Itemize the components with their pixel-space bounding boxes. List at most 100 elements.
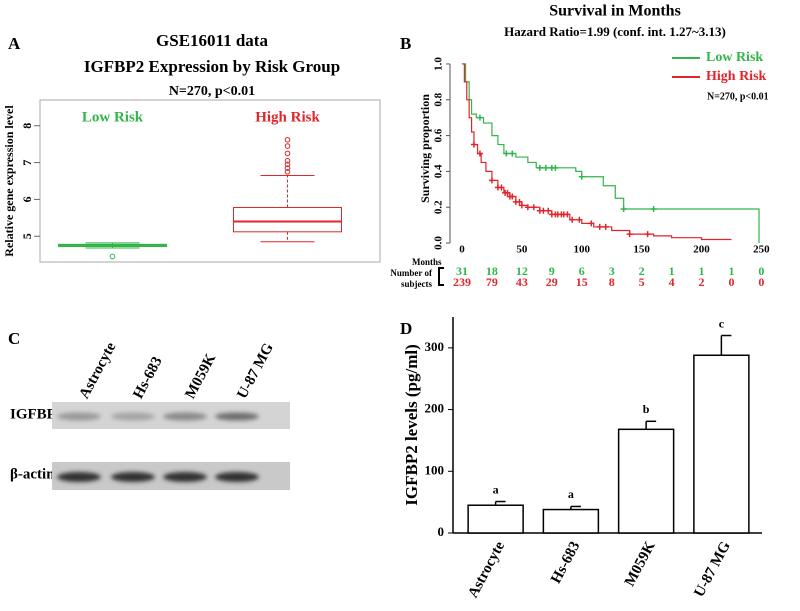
- x-tick-label: Astrocyte: [465, 539, 508, 601]
- blot-band: [163, 412, 207, 421]
- censor-mark: [578, 173, 585, 180]
- at-risk-count: 43: [516, 275, 528, 289]
- chart-subtitle: Hazard Ratio=1.99 (conf. int. 1.27~3.13): [504, 24, 726, 39]
- panel-label: B: [400, 34, 411, 53]
- censor-mark: [650, 206, 657, 213]
- censor-mark: [588, 220, 595, 227]
- y-tick-label: 300: [425, 339, 445, 354]
- at-risk-count: 31: [456, 264, 468, 278]
- at-risk-count: 5: [639, 275, 645, 289]
- annotation: N=270, p<0.01: [707, 91, 769, 102]
- censor-mark: [504, 189, 511, 196]
- row-label: IGFBP2: [10, 406, 63, 422]
- censor-mark: [498, 184, 505, 191]
- row-label: β-actin: [10, 466, 55, 482]
- censor-mark: [564, 211, 571, 218]
- y-tick-label: 7: [20, 160, 34, 166]
- risk-bracket: [438, 267, 444, 286]
- outlier: [109, 253, 116, 260]
- y-axis-label: Surviving proportion: [418, 94, 432, 203]
- plot-frame: [39, 99, 381, 263]
- y-tick-label: 0.2: [433, 200, 445, 214]
- at-risk-count: 6: [579, 264, 585, 278]
- censor-mark: [552, 164, 559, 171]
- panel-label: D: [400, 319, 412, 338]
- at-risk-count: 1: [699, 264, 705, 278]
- annotation: N=270, p<0.01: [169, 84, 255, 99]
- x-axis-label: Months: [412, 257, 442, 267]
- blot-band: [111, 472, 155, 482]
- y-tick-label: 6: [20, 196, 34, 202]
- y-tick-label: 1.0: [433, 57, 445, 71]
- at-risk-count: 29: [546, 275, 558, 289]
- bar: [542, 508, 600, 534]
- box: [233, 207, 342, 233]
- at-risk-count: 79: [486, 275, 498, 289]
- x-tick-label: 100: [574, 244, 591, 256]
- chart-subtitle: IGFBP2 Expression by Risk Group: [84, 57, 340, 76]
- outlier: [284, 136, 291, 143]
- censor-mark: [530, 204, 537, 211]
- y-tick-label: 100: [425, 462, 445, 477]
- legend-label: High Risk: [255, 109, 320, 125]
- panel-label: A: [8, 34, 21, 53]
- blot-band: [111, 412, 155, 421]
- censor-mark: [644, 231, 651, 238]
- significance-letter: a: [568, 487, 574, 501]
- y-axis-label: IGFBP2 levels (pg/ml): [402, 344, 421, 505]
- censor-mark: [476, 114, 483, 121]
- at-risk-count: 18: [486, 264, 498, 278]
- risk-table-label: Number of: [390, 268, 433, 278]
- at-risk-count: 0: [728, 275, 734, 289]
- lane-label: M059K: [182, 351, 219, 401]
- outlier: [284, 168, 291, 175]
- outlier: [284, 150, 291, 157]
- outlier: [284, 157, 291, 164]
- panel-label: C: [8, 329, 20, 348]
- y-tick-label: 0.8: [433, 92, 445, 106]
- x-tick-label: 250: [753, 244, 770, 256]
- legend-label: High Risk: [706, 69, 767, 84]
- y-tick-label: 8: [20, 123, 34, 129]
- chart-title: GSE16011 data: [156, 31, 268, 50]
- y-axis-label: Relative gene expression level: [2, 105, 16, 257]
- chart-title: Survival in Months: [549, 3, 681, 20]
- lane-label: Astrocyte: [76, 339, 119, 401]
- at-risk-count: 239: [453, 275, 471, 289]
- legend-label: Low Risk: [706, 50, 763, 65]
- censor-mark: [503, 150, 510, 157]
- x-tick-label: Hs-683: [548, 539, 583, 586]
- y-tick-label: 5: [20, 233, 34, 239]
- bar: [617, 428, 675, 534]
- censor-mark: [602, 223, 609, 230]
- censor-mark: [476, 150, 483, 157]
- blot-band: [163, 472, 207, 482]
- censor-mark: [620, 206, 627, 213]
- survival-curve: [461, 63, 760, 244]
- blot-band: [57, 412, 101, 421]
- censor-mark: [488, 177, 495, 184]
- censor-mark: [516, 198, 523, 205]
- censor-mark: [545, 207, 552, 214]
- at-risk-count: 9: [549, 264, 555, 278]
- bar: [467, 504, 524, 534]
- at-risk-count: 1: [669, 264, 675, 278]
- censor-mark: [569, 216, 576, 223]
- censor-mark: [470, 141, 477, 148]
- outlier: [284, 161, 291, 168]
- survival-curve: [461, 63, 732, 241]
- y-tick-label: 0.0: [433, 236, 445, 250]
- at-risk-count: 1: [728, 264, 734, 278]
- y-tick-label: 0.4: [433, 164, 445, 178]
- risk-table-label: subjects: [401, 279, 432, 289]
- at-risk-count: 12: [516, 264, 528, 278]
- censor-mark: [509, 150, 516, 157]
- censor-mark: [576, 216, 583, 223]
- blot-band: [57, 472, 101, 482]
- censor-mark: [596, 223, 603, 230]
- outlier: [284, 165, 291, 171]
- at-risk-count: 2: [639, 264, 645, 278]
- at-risk-count: 8: [609, 275, 615, 289]
- significance-letter: b: [643, 402, 650, 416]
